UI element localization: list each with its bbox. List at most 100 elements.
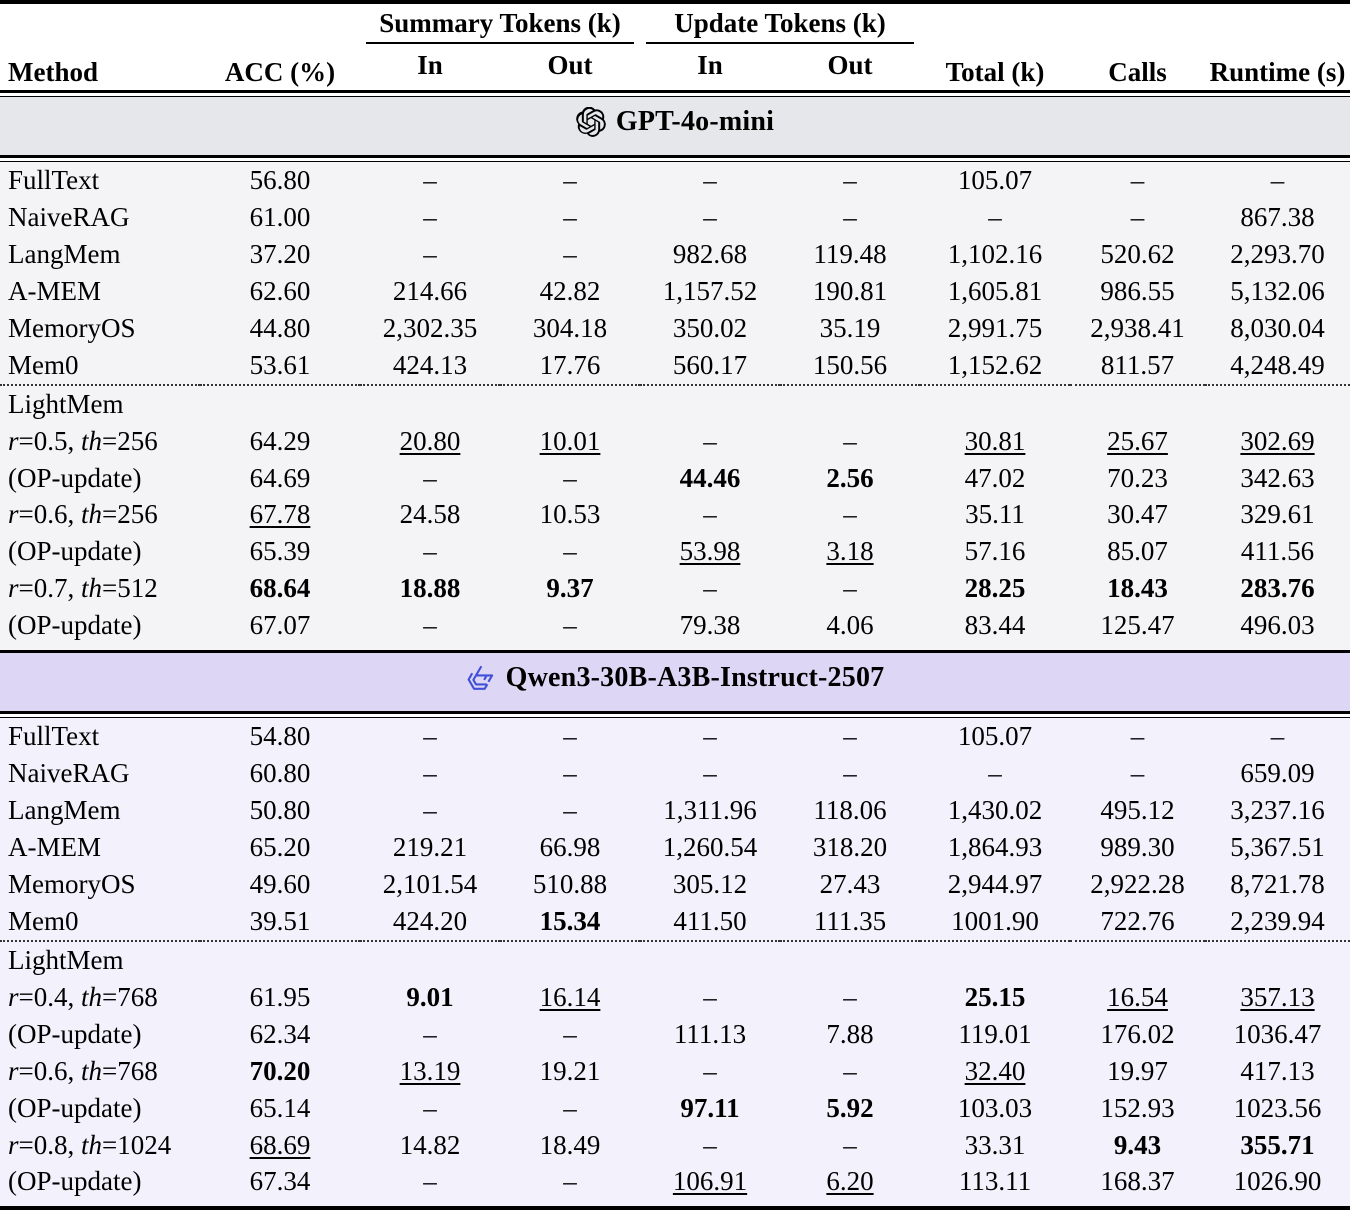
empty-cell — [1205, 385, 1350, 423]
row-label: (OP-update) — [0, 533, 200, 571]
cell-acc: 65.39 — [200, 533, 360, 571]
table-row: r=0.4, th=768 61.95 9.01 16.14– –25.15 16.54 3… — [0, 978, 1350, 1016]
cell-summary-in: – — [360, 235, 500, 273]
table-row: r=0.8, th=1024 68.69 14.82 18.49– –33.31 9.43… — [0, 1126, 1350, 1164]
section-gpt: GPT-4o-mini FullText 56.80– – – –105.07– – Naiv… — [0, 96, 1350, 652]
row-label: A-MEM — [0, 829, 200, 866]
row-label: MemoryOS — [0, 865, 200, 903]
cell-update-out: – — [780, 198, 920, 236]
cell-summary-in: – — [360, 161, 500, 199]
cell-summary-in: 9.01 — [360, 978, 500, 1016]
empty-cell — [920, 941, 1070, 979]
cell-summary-out: 16.14 — [500, 978, 640, 1016]
cell-update-out: – — [780, 1052, 920, 1090]
header-row-main: Method ACC (%) Summary Tokens (k) Update… — [0, 4, 1350, 87]
table-row: MemoryOS 44.80 2,302.35 304.18 350.02 35.19 2,… — [0, 309, 1350, 347]
empty-cell — [640, 941, 780, 979]
cell-acc: 61.00 — [200, 198, 360, 236]
cell-runtime: 8,721.78 — [1205, 865, 1350, 903]
cell-acc: 62.34 — [200, 1015, 360, 1053]
empty-cell — [360, 941, 500, 979]
cell-summary-out: – — [500, 1089, 640, 1127]
cell-summary-in: 2,101.54 — [360, 865, 500, 903]
row-label: FullText — [0, 161, 200, 199]
cell-summary-in: 24.58 — [360, 496, 500, 534]
row-label: Mem0 — [0, 346, 200, 385]
table-row: r=0.6, th=768 70.20 13.19 19.21– –32.40 19.97… — [0, 1052, 1350, 1090]
cell-update-in: 350.02 — [640, 309, 780, 347]
table-row: A-MEM 62.60 214.66 42.82 1,157.52 190.81 1,605… — [0, 272, 1350, 310]
row-label: NaiveRAG — [0, 198, 200, 236]
cell-acc: 61.95 — [200, 978, 360, 1016]
cell-total: 28.25 — [920, 570, 1070, 608]
cell-runtime: – — [1205, 717, 1350, 756]
cell-runtime: – — [1205, 161, 1350, 199]
cell-update-out: 119.48 — [780, 235, 920, 273]
cell-update-in: 106.91 — [640, 1163, 780, 1201]
cell-update-in: 79.38 — [640, 607, 780, 645]
cell-total: 47.02 — [920, 459, 1070, 497]
cell-summary-in: 219.21 — [360, 829, 500, 866]
cell-calls: 9.43 — [1070, 1126, 1205, 1164]
cell-summary-in: 20.80 — [360, 422, 500, 460]
cell-acc: 64.29 — [200, 422, 360, 460]
cell-update-out: 150.56 — [780, 346, 920, 385]
cell-runtime: 3,237.16 — [1205, 792, 1350, 829]
empty-cell — [1070, 385, 1205, 423]
cell-calls: 520.62 — [1070, 235, 1205, 273]
cell-acc: 54.80 — [200, 717, 360, 756]
cell-runtime: 659.09 — [1205, 755, 1350, 793]
empty-cell — [200, 941, 360, 979]
table-row: (OP-update) 62.34– –111.13 7.88 119.01 176.02… — [0, 1015, 1350, 1053]
cell-update-out: 4.06 — [780, 607, 920, 645]
cell-total: 105.07 — [920, 717, 1070, 756]
cell-runtime: 355.71 — [1205, 1126, 1350, 1164]
row-label: A-MEM — [0, 272, 200, 310]
cell-update-out: – — [780, 496, 920, 534]
cell-acc: 60.80 — [200, 755, 360, 793]
col-header-total: Total (k) — [945, 57, 1045, 87]
cell-acc: 65.20 — [200, 829, 360, 866]
cell-update-in: – — [640, 755, 780, 793]
row-label: FullText — [0, 717, 200, 756]
cell-summary-in: – — [360, 717, 500, 756]
cell-update-out: – — [780, 570, 920, 608]
cell-acc: 56.80 — [200, 161, 360, 199]
row-label: r=0.4, th=768 — [0, 978, 200, 1016]
cell-total: 33.31 — [920, 1126, 1070, 1164]
cell-calls: 168.37 — [1070, 1163, 1205, 1201]
cell-summary-in: 18.88 — [360, 570, 500, 608]
cell-runtime: 4,248.49 — [1205, 346, 1350, 385]
empty-cell — [1205, 941, 1350, 979]
cell-summary-in: 214.66 — [360, 272, 500, 310]
col-group-header-summary-tokens-label: Summary Tokens (k) — [379, 8, 621, 38]
cell-calls: 2,922.28 — [1070, 865, 1205, 903]
cell-acc: 49.60 — [200, 865, 360, 903]
empty-cell — [1070, 941, 1205, 979]
cell-update-in: 111.13 — [640, 1015, 780, 1053]
cell-total: 105.07 — [920, 161, 1070, 199]
cell-update-out: 118.06 — [780, 792, 920, 829]
cell-summary-in: 2,302.35 — [360, 309, 500, 347]
cell-acc: 68.69 — [200, 1126, 360, 1164]
cmidrule-summary — [366, 42, 634, 44]
row-label: Mem0 — [0, 902, 200, 941]
cell-update-out: 6.20 — [780, 1163, 920, 1201]
cell-summary-out: – — [500, 533, 640, 571]
table-row: Mem0 53.61 424.13 17.76 560.17 150.56 1,152.62… — [0, 346, 1350, 385]
cell-total: 1001.90 — [920, 902, 1070, 941]
table-row: (OP-update) 65.39– –53.98 3.18 57.16 85.07 411… — [0, 533, 1350, 571]
cell-update-in: 1,311.96 — [640, 792, 780, 829]
section-rule-qwen — [0, 711, 1350, 719]
cell-summary-in: 424.13 — [360, 346, 500, 385]
cell-calls: 16.54 — [1070, 978, 1205, 1016]
cell-calls: – — [1070, 755, 1205, 793]
cell-summary-out: – — [500, 755, 640, 793]
cell-summary-in: – — [360, 792, 500, 829]
section-banner-qwen: Qwen3-30B-A3B-Instruct-2507 — [0, 653, 1350, 713]
col-group-header-update-tokens-label: Update Tokens (k) — [674, 8, 886, 38]
cell-calls: 811.57 — [1070, 346, 1205, 385]
empty-cell — [780, 941, 920, 979]
cell-summary-out: 42.82 — [500, 272, 640, 310]
